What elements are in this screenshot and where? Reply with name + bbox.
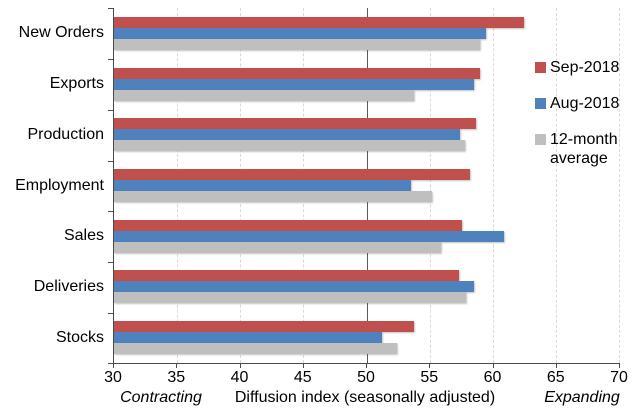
x-tick-30 — [113, 363, 114, 368]
bar — [114, 332, 382, 344]
x-tick-label: 40 — [230, 369, 249, 386]
bar-group-exports — [114, 59, 619, 110]
legend-item-12-month-average: 12-month average — [535, 130, 632, 168]
x-tick-40 — [239, 363, 241, 368]
x-tick-label: 35 — [167, 369, 186, 386]
bar — [114, 67, 481, 79]
y-tick — [108, 262, 113, 264]
category-label: New Orders — [18, 24, 104, 42]
bar-group-employment — [114, 160, 619, 211]
plot-area — [113, 8, 620, 364]
y-tick — [108, 8, 113, 9]
x-tick-35 — [176, 363, 178, 368]
gridline-60 — [492, 8, 494, 363]
legend: Sep-2018 Aug-2018 12-month average — [535, 58, 632, 185]
x-tick-label: 30 — [104, 369, 122, 386]
bar — [114, 140, 465, 152]
gridline-65 — [555, 8, 557, 363]
bar — [114, 16, 525, 28]
legend-label: 12-month average — [550, 131, 618, 167]
bar — [114, 27, 487, 39]
gridline-55 — [429, 8, 431, 363]
category-label: Deliveries — [33, 277, 104, 295]
bar — [114, 321, 415, 333]
category-label: Sales — [63, 227, 104, 245]
legend-label: Aug-2018 — [550, 95, 620, 112]
bar — [114, 129, 460, 141]
bar-group-deliveries — [114, 262, 619, 313]
bar — [114, 219, 463, 231]
y-tick — [108, 160, 113, 162]
contracting-annotation: Contracting — [120, 389, 202, 406]
bar — [114, 179, 411, 191]
expanding-annotation: Expanding — [544, 389, 620, 406]
aug-2018-swatch-icon — [535, 98, 546, 109]
y-tick — [108, 58, 113, 60]
bar — [114, 343, 397, 355]
category-label: Stocks — [55, 328, 104, 346]
x-ticks — [113, 363, 620, 368]
bar — [114, 292, 467, 304]
category-label: Employment — [15, 176, 104, 194]
bar — [114, 241, 441, 253]
bar — [114, 38, 481, 50]
x-tick-50 — [366, 363, 367, 368]
y-tick — [108, 211, 113, 213]
bar — [114, 190, 433, 202]
bar-group-new-orders — [114, 8, 619, 59]
x-tick-labels: 30 35 40 45 50 55 60 65 70 — [104, 369, 628, 386]
12-month-average-swatch-icon — [535, 134, 546, 145]
legend-label: Sep-2018 — [550, 59, 620, 76]
y-tick — [108, 363, 113, 364]
x-tick-45 — [302, 363, 304, 368]
bar-group-sales — [114, 211, 619, 262]
bar — [114, 281, 474, 293]
bar — [114, 230, 505, 242]
y-tick — [108, 313, 113, 315]
x-tick-label: 50 — [357, 369, 375, 386]
legend-item-sep-2018: Sep-2018 — [535, 58, 632, 77]
category-label: Production — [27, 125, 105, 143]
bar-group-stocks — [114, 312, 619, 363]
x-tick-label: 60 — [483, 369, 502, 386]
x-tick-label: 70 — [610, 369, 628, 386]
bar — [114, 168, 471, 180]
x-axis-title: Diffusion index (seasonally adjusted) — [234, 389, 496, 406]
bar — [114, 118, 477, 130]
legend-item-aug-2018: Aug-2018 — [535, 94, 632, 113]
x-tick-65 — [555, 363, 557, 368]
x-tick-label: 55 — [420, 369, 439, 386]
x-tick-label: 65 — [546, 369, 565, 386]
category-labels: New Orders Exports Production Employment Sal… — [0, 8, 104, 363]
x-tick-55 — [429, 363, 431, 368]
sep-2018-swatch-icon — [535, 62, 546, 73]
y-ticks — [108, 8, 113, 364]
bar — [114, 270, 459, 282]
bar-group-production — [114, 109, 619, 160]
bar — [114, 78, 474, 90]
gridline-70 — [619, 8, 620, 363]
x-tick-60 — [492, 363, 494, 368]
category-label: Exports — [49, 75, 104, 93]
bar — [114, 89, 415, 101]
y-tick — [108, 109, 113, 111]
x-tick-70 — [619, 363, 620, 368]
bar-rows — [114, 8, 619, 363]
x-tick-label: 45 — [293, 369, 312, 386]
